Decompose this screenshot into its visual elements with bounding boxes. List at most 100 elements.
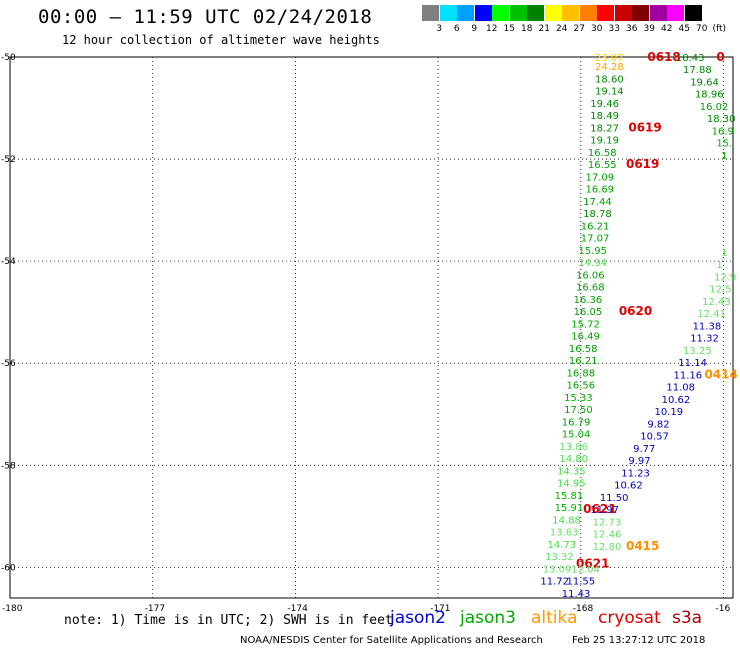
legend-label: 24 xyxy=(556,24,568,34)
legend-label: 12 xyxy=(486,24,498,34)
wave-height-value: 17.88 xyxy=(683,65,712,76)
longitude-label: -171 xyxy=(430,604,450,614)
latitude-label: -50 xyxy=(1,53,16,63)
wave-height-value: 19.19 xyxy=(590,136,619,147)
wave-height-value: 16.68 xyxy=(576,283,605,294)
wave-height-value: 15.81 xyxy=(555,491,584,502)
wave-height-value: 18.78 xyxy=(583,209,612,220)
time-marker: 0621 xyxy=(583,502,616,516)
longitude-label: -168 xyxy=(573,604,594,614)
wave-height-value: 16.69 xyxy=(586,185,615,196)
latitude-label: -52 xyxy=(1,155,16,165)
legend-label: 27 xyxy=(573,24,585,34)
wave-height-value: 19.64 xyxy=(690,77,719,88)
wave-height-value: 13.86 xyxy=(559,442,588,453)
wave-height-value: 16.58 xyxy=(588,148,617,159)
legend-label: 3 xyxy=(436,24,443,34)
wave-height-value: 16.36 xyxy=(574,295,603,306)
wave-height-value: 14.95 xyxy=(557,479,586,490)
wave-height-value: 18.60 xyxy=(595,74,624,85)
wave-height-value: 14.88 xyxy=(552,515,581,526)
latitude-label: -58 xyxy=(1,461,16,471)
time-marker: 0620 xyxy=(619,304,652,318)
latitude-label: -60 xyxy=(1,563,16,573)
wave-height-value: 11.43 xyxy=(562,589,591,600)
legend-label: 30 xyxy=(591,24,603,34)
wave-height-value: 12.46 xyxy=(593,530,622,541)
wave-height-value: 9.97 xyxy=(628,456,650,467)
legend-label: 36 xyxy=(626,24,638,34)
longitude-label: -180 xyxy=(2,604,23,614)
wave-height-value: 18.96 xyxy=(695,90,724,101)
wave-height-value: 12.73 xyxy=(593,517,622,528)
latitude-label: -54 xyxy=(1,257,16,267)
wave-height-value: 16.88 xyxy=(567,368,596,379)
legend-label: (ft) xyxy=(712,24,727,34)
legend-label: 70 xyxy=(696,24,708,34)
credit-text: NOAA/NESDIS Center for Satellite Applica… xyxy=(240,635,543,646)
wave-height-value: 1 xyxy=(716,260,722,271)
wave-height-value: 10.62 xyxy=(662,395,691,406)
wave-height-value: 1 xyxy=(721,248,727,259)
time-marker: 0618 xyxy=(647,50,680,64)
wave-height-value: 17.50 xyxy=(564,405,593,416)
wave-height-value: 19.46 xyxy=(590,99,619,110)
legend-swatch xyxy=(509,5,527,21)
wave-height-value: 16.21 xyxy=(581,221,610,232)
wave-height-value: 18.43 xyxy=(676,53,705,64)
legend-swatch xyxy=(597,5,614,21)
time-marker: 0619 xyxy=(628,120,661,134)
wave-height-value: 12.9 xyxy=(714,272,736,283)
wave-height-value: 11.97 xyxy=(590,505,619,516)
time-marker: 0 xyxy=(716,50,724,64)
legend-swatch xyxy=(474,5,492,21)
wave-height-value: 13.25 xyxy=(683,346,712,357)
wave-height-value: 12.41 xyxy=(697,309,726,320)
latitude-label: -56 xyxy=(1,359,16,369)
time-marker: 0621 xyxy=(576,556,609,570)
timestamp-text: Feb 25 13:27:12 UTC 2018 xyxy=(572,635,706,646)
wave-height-value: 11.32 xyxy=(690,334,719,345)
legend-swatch xyxy=(579,5,597,21)
wave-height-value: 23.07 xyxy=(595,53,624,64)
wave-height-value: 16.55 xyxy=(588,160,617,171)
legend-label: 6 xyxy=(453,24,460,34)
legend-swatch xyxy=(649,5,667,21)
wave-height-value: 11.55 xyxy=(567,577,596,588)
wave-height-value: 16.79 xyxy=(562,417,591,428)
time-marker: 0415 xyxy=(626,539,659,553)
wave-height-value: 15.91 xyxy=(555,503,584,514)
satellite-jason2: jason2 xyxy=(390,608,446,628)
wave-height-value: 13.63 xyxy=(550,528,579,539)
wave-height-value: 17.07 xyxy=(581,234,610,245)
wave-height-value: 12.43 xyxy=(702,297,731,308)
wave-height-value: 11.72 xyxy=(540,577,569,588)
legend-label: 39 xyxy=(643,24,655,34)
satellite-jason3: jason3 xyxy=(460,608,516,628)
legend-swatch xyxy=(632,5,649,21)
wave-height-value: 11.23 xyxy=(621,468,650,479)
wave-height-value: 11.16 xyxy=(674,370,703,381)
legend-swatch xyxy=(439,5,457,21)
units-note: note: 1) Time is in UTC; 2) SWH is in fe… xyxy=(64,613,393,628)
wave-height-value: 14.73 xyxy=(547,540,576,551)
wave-height-value: 10.19 xyxy=(655,407,684,418)
map-frame xyxy=(9,56,734,599)
legend-swatch xyxy=(422,5,439,21)
map-title: 00:00 – 11:59 UTC 02/24/2018 xyxy=(38,6,373,28)
legend-swatch xyxy=(614,5,632,21)
wave-height-value: 14.94 xyxy=(578,258,607,269)
longitude-label: -174 xyxy=(287,604,308,614)
wave-height-value: 11.50 xyxy=(600,493,629,504)
legend-label: 15 xyxy=(503,24,515,34)
wave-height-value: 16.02 xyxy=(700,102,729,113)
satellite-altika: altika xyxy=(531,608,578,628)
wave-height-value: 14.80 xyxy=(559,454,588,465)
wave-height-value: 17.44 xyxy=(583,197,612,208)
longitude-label: -16 xyxy=(715,604,730,614)
wave-height-value: 18.27 xyxy=(590,123,619,134)
wave-height-value: 9.77 xyxy=(633,444,655,455)
legend-label: 21 xyxy=(538,24,550,34)
legend-swatch xyxy=(457,5,474,21)
wave-height-value: 15.04 xyxy=(562,430,591,441)
